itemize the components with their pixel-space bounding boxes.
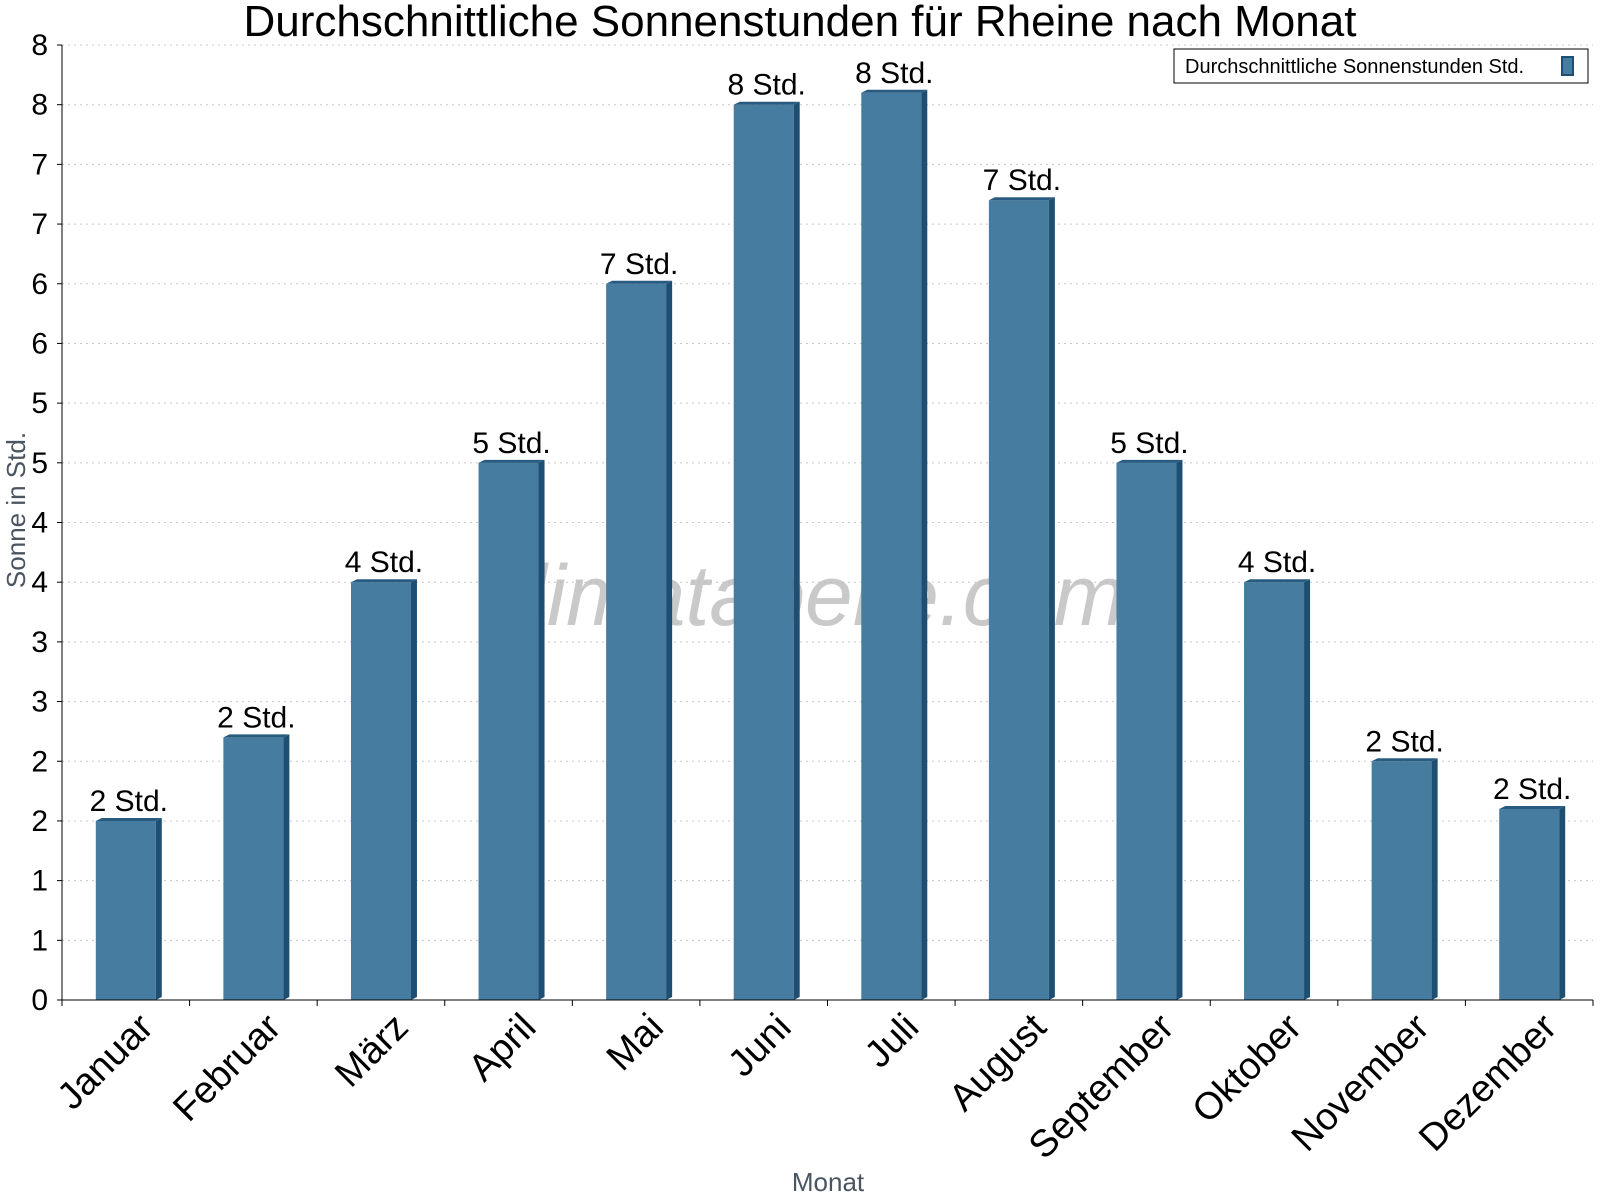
x-axis-title: Monat: [792, 1167, 865, 1197]
bar-side-februar: [283, 734, 290, 1000]
x-tick-label: März: [327, 1006, 416, 1095]
data-label: 2 Std.: [1493, 773, 1571, 806]
bar-side-november: [1431, 758, 1438, 1000]
y-tick-label: 2: [31, 745, 48, 778]
bar-top-august: [988, 197, 1055, 201]
bar-side-oktober: [1304, 579, 1311, 1000]
bar-april: [478, 462, 539, 1000]
bar-side-august: [1048, 197, 1055, 1000]
bar-juni: [733, 104, 794, 1000]
data-label: 5 Std.: [472, 427, 550, 460]
x-tick-label: Februar: [165, 1006, 289, 1130]
bar-oktober: [1244, 582, 1305, 1000]
axes-layer: [57, 44, 1594, 1006]
y-tick-label: 3: [31, 626, 48, 659]
bar-top-mai: [606, 280, 673, 284]
data-label: 2 Std.: [90, 785, 168, 818]
x-tick-label: April: [461, 1006, 544, 1089]
y-tick-label: 0: [31, 984, 48, 1017]
data-label: 2 Std.: [217, 701, 295, 734]
y-tick-label: 2: [31, 805, 48, 838]
x-tick-label: Oktober: [1185, 1006, 1311, 1132]
y-tick-label: 6: [31, 268, 48, 301]
bar-november: [1371, 761, 1432, 1000]
y-tick-label: 5: [31, 447, 48, 480]
y-tick-label: 8: [31, 29, 48, 62]
legend-label: Durchschnittliche Sonnenstunden Std.: [1185, 56, 1524, 78]
bar-top-september: [1116, 459, 1183, 463]
y-tick-label: 7: [31, 148, 48, 181]
bar-januar: [95, 820, 156, 1000]
bar-top-januar: [95, 817, 162, 821]
bar-september: [1116, 462, 1177, 1000]
y-tick-label: 8: [31, 89, 48, 122]
bar-top-november: [1371, 758, 1438, 762]
y-tick-label: 1: [31, 924, 48, 957]
data-label: 2 Std.: [1365, 725, 1443, 758]
y-tick-label: 4: [31, 566, 48, 599]
data-label: 8 Std.: [728, 69, 806, 102]
y-axis-title: Sonne in Std.: [1, 432, 31, 588]
bar-side-januar: [155, 817, 162, 1000]
bar-märz: [350, 582, 411, 1000]
y-tick-label: 1: [31, 865, 48, 898]
data-label: 8 Std.: [855, 57, 933, 90]
x-tick-label: Dezember: [1411, 1006, 1565, 1160]
bars-layer: [95, 89, 1566, 1000]
chart-title: Durchschnittliche Sonnenstunden für Rhei…: [244, 0, 1357, 46]
bar-dezember: [1499, 809, 1560, 1000]
data-label: 7 Std.: [983, 164, 1061, 197]
bar-februar: [223, 737, 284, 1000]
x-tick-label: Juni: [720, 1006, 799, 1085]
y-tick-label: 5: [31, 387, 48, 420]
legend: Durchschnittliche Sonnenstunden Std.: [1173, 48, 1589, 84]
y-tick-label: 3: [31, 686, 48, 719]
bar-juli: [861, 92, 922, 1000]
bar-side-september: [1176, 459, 1183, 1000]
bar-top-juli: [861, 89, 928, 93]
bar-side-april: [538, 459, 545, 1000]
y-tick-label: 7: [31, 208, 48, 241]
bar-side-juni: [793, 101, 800, 1000]
x-tick-label: August: [941, 1006, 1055, 1120]
legend-swatch: [1561, 56, 1574, 76]
x-tick-label: Januar: [50, 1006, 162, 1118]
bar-side-juli: [921, 89, 928, 1000]
data-label: 7 Std.: [600, 248, 678, 281]
y-tick-label: 4: [31, 507, 48, 540]
x-tick-label: Juli: [857, 1006, 927, 1076]
bar-top-märz: [350, 579, 417, 583]
x-tick-label: November: [1284, 1006, 1438, 1160]
bar-august: [988, 200, 1049, 1000]
bar-top-juni: [733, 101, 800, 105]
legend-box: [1173, 48, 1589, 84]
data-label: 4 Std.: [1238, 546, 1316, 579]
bar-mai: [606, 283, 667, 1000]
y-tick-label: 6: [31, 327, 48, 360]
data-label: 5 Std.: [1110, 427, 1188, 460]
bar-side-dezember: [1559, 806, 1566, 1000]
bar-top-april: [478, 459, 545, 463]
data-label: 4 Std.: [345, 546, 423, 579]
grid-layer: [62, 44, 1593, 941]
bar-side-mai: [666, 280, 673, 1000]
bar-top-februar: [223, 734, 290, 738]
bar-top-dezember: [1499, 806, 1566, 809]
bar-top-oktober: [1244, 579, 1311, 583]
bar-side-märz: [410, 579, 417, 1000]
x-tick-label: Mai: [599, 1006, 672, 1079]
